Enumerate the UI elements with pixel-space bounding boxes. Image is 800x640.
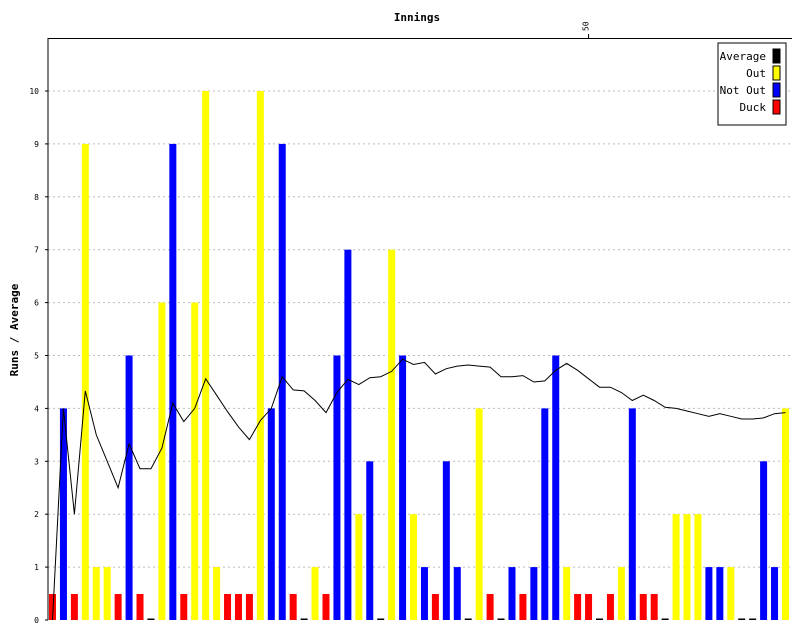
bar-notout bbox=[760, 461, 768, 620]
legend-label-average: Average bbox=[720, 50, 766, 63]
axes bbox=[47, 38, 792, 620]
bar-duck bbox=[606, 594, 614, 620]
bar-notout bbox=[508, 567, 516, 620]
bar-duck bbox=[49, 594, 56, 620]
bar-out bbox=[388, 249, 396, 620]
bar-out bbox=[355, 514, 363, 620]
y-axis-label: Runs / Average bbox=[8, 283, 21, 376]
bar-notout bbox=[278, 143, 286, 620]
bar-out bbox=[213, 567, 221, 620]
bar-out bbox=[475, 408, 483, 620]
bar-duck bbox=[322, 594, 330, 620]
bar-duck bbox=[639, 594, 647, 620]
bar-duck bbox=[585, 594, 593, 620]
y-tick-label: 1 bbox=[34, 563, 39, 572]
grid-lines bbox=[48, 90, 792, 568]
y-tick-label: 6 bbox=[34, 299, 39, 308]
bar-duck bbox=[114, 594, 122, 620]
bar-notout bbox=[333, 355, 341, 620]
y-tick-label: 2 bbox=[34, 510, 39, 519]
y-tick-label: 3 bbox=[34, 457, 39, 466]
x-tick-labels: 50 bbox=[582, 21, 591, 39]
bar-zero bbox=[596, 618, 603, 620]
y-tick-label: 5 bbox=[34, 352, 39, 361]
average-series bbox=[52, 358, 786, 621]
bar-notout bbox=[366, 461, 374, 620]
bar-notout bbox=[442, 461, 450, 620]
legend-label-out: Out bbox=[746, 67, 766, 80]
bar-duck bbox=[574, 594, 582, 620]
y-tick-label: 8 bbox=[34, 193, 39, 202]
bar-out bbox=[410, 514, 418, 620]
average-line bbox=[52, 358, 786, 621]
legend-swatch-out bbox=[772, 65, 781, 81]
y-tick-label: 9 bbox=[34, 140, 39, 149]
bar-zero bbox=[147, 618, 155, 620]
bar-out bbox=[617, 567, 625, 620]
bar-zero bbox=[497, 618, 505, 620]
legend-label-duck: Duck bbox=[740, 101, 767, 114]
bar-notout bbox=[125, 355, 133, 620]
bar-duck bbox=[650, 594, 658, 620]
bar-out bbox=[672, 514, 680, 620]
legend: Average Out Not Out Duck bbox=[717, 42, 787, 126]
bar-notout bbox=[705, 567, 713, 620]
x-tick-label: 50 bbox=[582, 21, 591, 31]
bar-out bbox=[311, 567, 319, 620]
bar-out bbox=[563, 567, 571, 620]
legend-swatch-duck bbox=[772, 99, 781, 115]
bar-notout bbox=[59, 408, 67, 620]
y-tick-label: 4 bbox=[34, 404, 39, 413]
bar-duck bbox=[224, 594, 232, 620]
bar-zero bbox=[738, 618, 746, 620]
bar-notout bbox=[420, 567, 428, 620]
bar-out bbox=[781, 408, 789, 620]
bar-duck bbox=[289, 594, 297, 620]
bar-zero bbox=[749, 618, 757, 620]
bar-notout bbox=[453, 567, 461, 620]
bar-duck bbox=[136, 594, 144, 620]
bar-duck bbox=[431, 594, 439, 620]
bar-notout bbox=[169, 143, 177, 620]
bar-duck bbox=[245, 594, 253, 620]
bar-out bbox=[694, 514, 702, 620]
bar-series bbox=[49, 91, 789, 620]
bar-out bbox=[103, 567, 111, 620]
bar-notout bbox=[628, 408, 636, 620]
bar-duck bbox=[70, 594, 78, 620]
bar-duck bbox=[519, 594, 527, 620]
bar-notout bbox=[716, 567, 724, 620]
bar-out bbox=[683, 514, 691, 620]
y-tick-label: 0 bbox=[34, 616, 39, 625]
bar-duck bbox=[486, 594, 494, 620]
bar-zero bbox=[661, 618, 669, 620]
bar-notout bbox=[552, 355, 560, 620]
legend-swatch-notout bbox=[772, 82, 781, 98]
y-tick-labels: 0 1 2 3 4 5 6 7 8 9 10 bbox=[29, 87, 48, 625]
legend-label-notout: Not Out bbox=[720, 84, 766, 97]
bar-notout bbox=[399, 355, 407, 620]
bar-zero bbox=[300, 618, 308, 620]
bar-out bbox=[727, 567, 735, 620]
bar-notout bbox=[344, 249, 352, 620]
y-tick-label: 7 bbox=[34, 246, 39, 255]
bar-out bbox=[158, 302, 166, 620]
chart-title: Innings bbox=[394, 11, 440, 24]
bar-out bbox=[81, 143, 89, 620]
bar-out bbox=[202, 91, 210, 620]
bar-duck bbox=[234, 594, 242, 620]
bar-notout bbox=[771, 567, 779, 620]
bar-out bbox=[92, 567, 100, 620]
bar-notout bbox=[530, 567, 538, 620]
y-tick-label: 10 bbox=[29, 87, 39, 96]
bar-zero bbox=[377, 618, 385, 620]
bar-zero bbox=[464, 618, 472, 620]
bar-duck bbox=[180, 594, 188, 620]
bar-notout bbox=[541, 408, 549, 620]
bar-out bbox=[191, 302, 199, 620]
bar-notout bbox=[267, 408, 275, 620]
legend-swatch-average bbox=[772, 48, 781, 64]
bar-out bbox=[256, 91, 264, 620]
